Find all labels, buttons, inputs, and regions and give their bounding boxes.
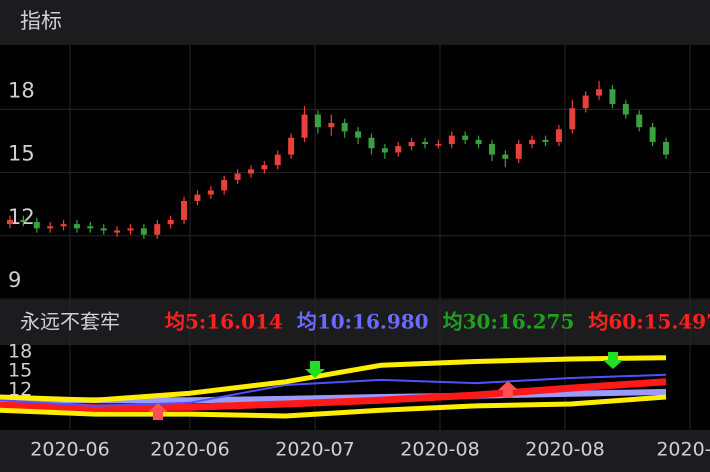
candle-body xyxy=(314,114,321,128)
candle-body xyxy=(73,224,80,229)
candle-body xyxy=(663,141,669,155)
indicator-line xyxy=(0,394,667,419)
candle-body xyxy=(301,114,308,138)
candle-body xyxy=(7,219,13,225)
indicator-label: 均60:15.497 xyxy=(588,310,710,334)
candle-body xyxy=(127,228,134,231)
indicator-line xyxy=(0,378,667,412)
candle-body xyxy=(20,219,27,223)
candle-body xyxy=(596,89,603,96)
y-tick-label: 18 xyxy=(8,78,35,102)
candle-body xyxy=(100,228,107,231)
candle-body xyxy=(622,104,629,115)
candle-body xyxy=(194,194,201,201)
candle-body xyxy=(288,137,295,155)
x-tick-label: 2020-08 xyxy=(400,439,479,461)
indicator-title: 永远不套牢 xyxy=(20,310,120,334)
candle-body xyxy=(234,173,241,180)
candle-body xyxy=(87,226,94,229)
candle-body xyxy=(221,179,228,191)
candle-body xyxy=(207,190,214,195)
candle-body xyxy=(60,224,67,227)
candle-body xyxy=(475,139,482,145)
y-tick-label: 18 xyxy=(8,340,32,362)
candle-body xyxy=(422,141,429,145)
candle-body xyxy=(542,139,549,142)
candle-body xyxy=(261,165,268,170)
candle-body xyxy=(529,139,536,145)
x-tick-label: 2020-06 xyxy=(30,439,109,461)
candle-body xyxy=(154,224,161,235)
candle-body xyxy=(502,154,509,159)
candle-body xyxy=(462,135,469,140)
candle-body xyxy=(649,127,656,142)
x-tick-label: 2020-06 xyxy=(150,439,229,461)
x-tick-label: 2020-08 xyxy=(525,439,604,461)
candle-body xyxy=(274,154,281,166)
candle-body xyxy=(488,144,495,155)
indicator-line xyxy=(0,355,667,403)
buy-arrow xyxy=(498,381,518,398)
candle-body xyxy=(368,137,375,149)
sell-arrow xyxy=(305,361,325,378)
x-tick-label: 2020-0 xyxy=(656,439,710,461)
candle-body xyxy=(448,135,455,145)
candle-body xyxy=(114,230,121,233)
candle-body xyxy=(341,122,348,132)
y-tick-label: 12 xyxy=(8,205,35,229)
indicator-label: 均10:16.980 xyxy=(297,310,429,334)
candle-body xyxy=(247,169,254,174)
candle-body xyxy=(140,228,147,235)
y-tick-label: 9 xyxy=(8,268,21,292)
y-tick-label: 15 xyxy=(8,142,35,166)
candle-body xyxy=(381,148,388,153)
candle-body xyxy=(395,146,402,153)
x-tick-label: 2020-07 xyxy=(275,439,354,461)
candle-body xyxy=(355,131,362,138)
y-tick-label: 15 xyxy=(8,360,32,382)
candle-body xyxy=(33,222,40,229)
candle-body xyxy=(47,226,54,229)
signal-arrows xyxy=(148,352,623,420)
candle-body xyxy=(636,114,643,128)
header-title: 指标 xyxy=(20,9,62,33)
candle-body xyxy=(569,108,576,130)
candle-body xyxy=(609,89,616,105)
candle-body xyxy=(328,122,335,128)
candle-body xyxy=(181,200,188,220)
candle-body xyxy=(408,141,415,147)
candle-body xyxy=(515,144,522,159)
candle-body xyxy=(555,129,562,142)
header-bar xyxy=(0,0,710,45)
indicator-label: 均30:16.275 xyxy=(443,310,575,334)
indicator-line xyxy=(0,373,667,407)
candle-chart: 9 12 15 18 xyxy=(0,78,710,300)
indicator-bar xyxy=(0,300,710,345)
indicator-label: 均5:16.014 xyxy=(165,310,283,334)
candle-body xyxy=(582,95,589,109)
buy-arrow xyxy=(148,403,168,420)
candle-body xyxy=(167,219,174,225)
candle-body xyxy=(435,144,442,146)
x-axis-bar xyxy=(0,430,710,472)
sell-arrow xyxy=(603,352,623,369)
